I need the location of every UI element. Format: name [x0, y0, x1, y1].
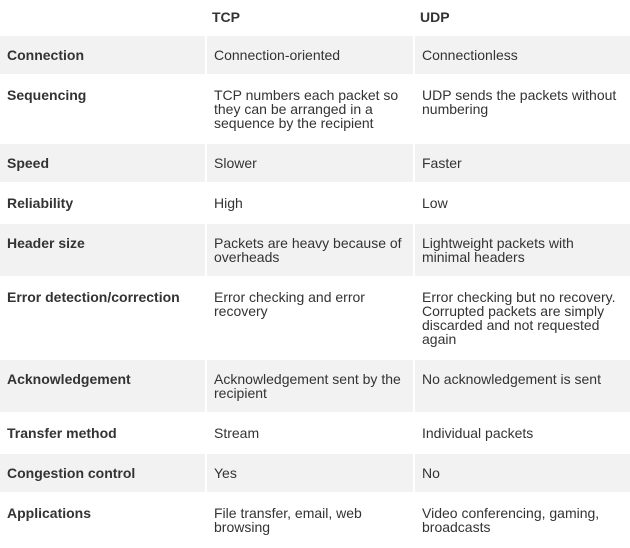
header-cell: TCP [212, 9, 240, 25]
cell: Connection-oriented [205, 36, 413, 74]
table-row: Header size Packets are heavy because of … [0, 224, 630, 276]
cell: File transfer, email, web browsing [205, 494, 413, 546]
table-body: Connection Connection-oriented Connectionl… [0, 36, 630, 546]
cell: TCP numbers each packet so they can be a… [205, 76, 413, 142]
cell: UDP sends the packets without numbering [413, 76, 630, 142]
cell: Error checking and error recovery [205, 278, 413, 358]
row-label: Transfer method [7, 425, 117, 441]
cell: Video conferencing, gaming, broadcasts [413, 494, 630, 546]
cell: Lightweight packets with minimal headers [413, 224, 630, 276]
cell: Packets are heavy because of overheads [205, 224, 413, 276]
cell: Stream [205, 414, 413, 452]
table-row: Error detection/correction Error checking… [0, 278, 630, 358]
header-row: TCP UDP [0, 0, 630, 34]
header-cell: UDP [420, 9, 450, 25]
cell: Slower [205, 144, 413, 182]
table-row: Sequencing TCP numbers each packet so the… [0, 76, 630, 142]
row-label: Applications [7, 505, 92, 521]
cell: Individual packets [413, 414, 630, 452]
cell: Acknowledgement sent by the recipient [205, 360, 413, 412]
table-row: Speed Slower Faster [0, 144, 630, 182]
row-label: Sequencing [7, 87, 87, 103]
cell: Yes [205, 454, 413, 492]
table-row: Applications File transfer, email, web br… [0, 494, 630, 546]
row-label: Acknowledgement [0, 360, 205, 412]
table-row: Reliability High Low [0, 184, 630, 222]
row-label: Speed [0, 144, 205, 182]
row-label: Header size [0, 224, 205, 276]
row-label: Reliability [7, 195, 74, 211]
table-row: Congestion control Yes No [0, 454, 630, 492]
cell: Faster [413, 144, 630, 182]
table-header: TCP UDP [0, 0, 630, 34]
table-row: Connection Connection-oriented Connectionl… [0, 36, 630, 74]
row-label: Connection [0, 36, 205, 74]
row-label: Error detection/correction [7, 289, 180, 305]
cell: Error checking but no recovery. Corrupte… [413, 278, 630, 358]
header-cell [0, 0, 205, 34]
cell: No acknowledgement is sent [413, 360, 630, 412]
page: {"table": { "header": ["", "TCP", "UDP"]… [0, 10, 630, 534]
cell: Low [413, 184, 630, 222]
cell: Connectionless [413, 36, 630, 74]
table-row: Acknowledgement Acknowledgement sent by t… [0, 360, 630, 412]
cell: High [205, 184, 413, 222]
row-label: Congestion control [0, 454, 205, 492]
table-row: Transfer method Stream Individual packets [0, 414, 630, 452]
cell: No [413, 454, 630, 492]
